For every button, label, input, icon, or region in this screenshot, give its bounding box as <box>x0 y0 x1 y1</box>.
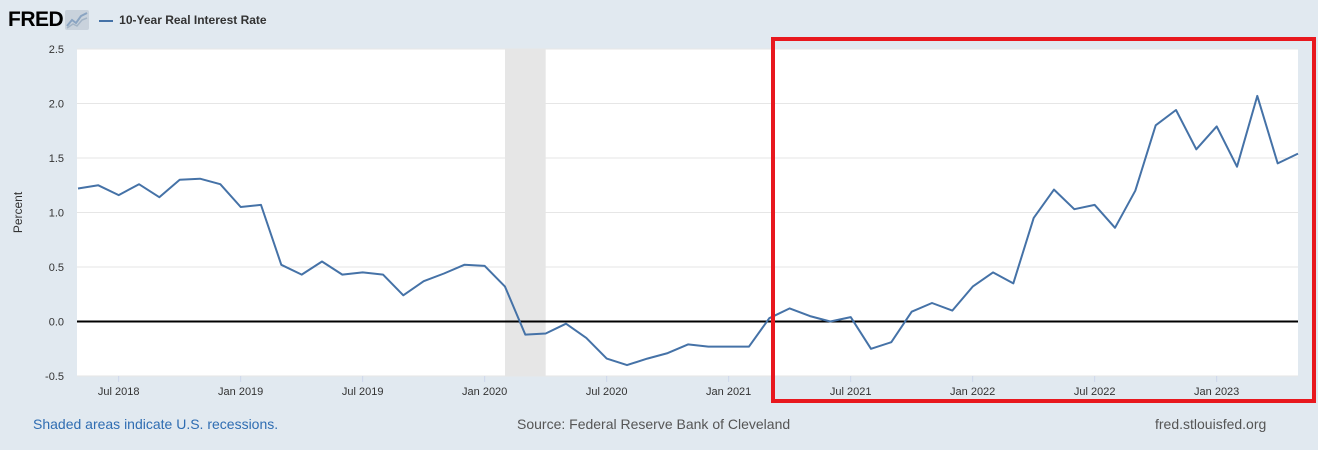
fred-logo-chart-icon <box>65 10 90 30</box>
x-tick-label: Jul 2020 <box>586 386 628 398</box>
y-tick-labels: 2.5 2.0 1.5 1.0 0.5 0.0 -0.5 <box>45 44 64 383</box>
y-tick-label: 1.0 <box>49 208 64 220</box>
y-tick-label: -0.5 <box>45 371 64 383</box>
y-tick-label: 2.5 <box>49 44 64 56</box>
y-axis-label: Percent <box>11 191 25 233</box>
source-text: Source: Federal Reserve Bank of Clevelan… <box>517 416 791 432</box>
x-tick-label: Jul 2018 <box>98 386 140 398</box>
x-tick-label: Jan 2021 <box>706 386 751 398</box>
series-line[interactable] <box>77 94 1299 367</box>
y-tick-label: 2.0 <box>49 99 64 111</box>
y-tick-label: 0.5 <box>49 262 64 274</box>
fred-logo[interactable]: FRED <box>8 8 90 32</box>
x-tick-label: Jan 2023 <box>1194 386 1239 398</box>
y-tick-label: 1.5 <box>49 153 64 165</box>
legend-swatch <box>99 19 114 22</box>
x-tick-label: Jan 2022 <box>950 386 995 398</box>
recessions-note-link[interactable]: Shaded areas indicate U.S. recessions. <box>33 416 279 432</box>
x-tick-label: Jul 2022 <box>1074 386 1116 398</box>
y-tick-label: 0.0 <box>49 317 64 329</box>
x-tick-label: Jul 2019 <box>342 386 384 398</box>
chart-area: 2.52.01.51.00.50.0-0.5 Jul 2018 Jan 2019 J… <box>11 37 1316 403</box>
series-layer[interactable] <box>77 94 1299 367</box>
graph-header: FRED 10-Year Real Interest Rate <box>8 6 267 34</box>
site-link[interactable]: fred.stlouisfed.org <box>1155 416 1267 432</box>
highlight-box <box>771 37 1316 403</box>
x-tick-label: Jul 2021 <box>830 386 872 398</box>
x-tick-labels: Jul 2018 Jan 2019 Jul 2019 Jan 2020 Jul 2020… <box>98 376 1239 398</box>
fred-logo-text: FRED <box>8 8 64 31</box>
legend-item[interactable]: 10-Year Real Interest Rate <box>99 13 267 27</box>
grid-layer <box>77 48 1298 377</box>
legend-label: 10-Year Real Interest Rate <box>119 13 267 27</box>
x-tick-label: Jan 2019 <box>218 386 263 398</box>
x-tick-label: Jan 2020 <box>462 386 507 398</box>
